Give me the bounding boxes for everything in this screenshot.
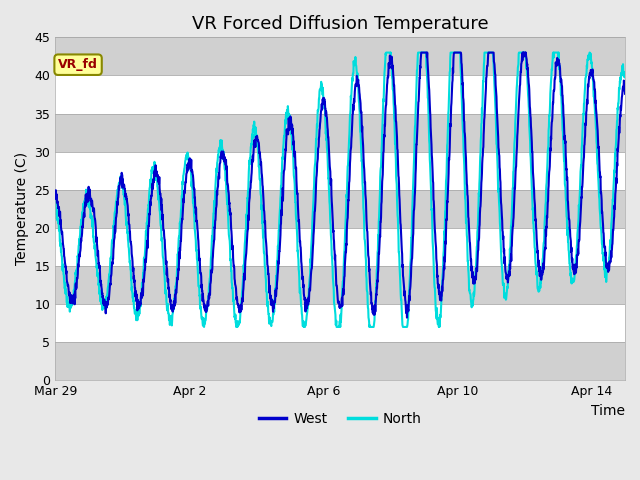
Bar — [55, 228, 625, 266]
North — [621, 74, 629, 80]
Title: VR Forced Diffusion Temperature: VR Forced Diffusion Temperature — [192, 15, 488, 33]
North — [382, 50, 390, 56]
Bar — [55, 304, 625, 342]
Y-axis label: Temperature (C): Temperature (C) — [15, 152, 29, 265]
North — [200, 324, 208, 330]
North — [314, 113, 321, 119]
X-axis label: Time: Time — [591, 404, 625, 418]
West — [403, 315, 411, 321]
Bar — [55, 114, 625, 152]
Line: North: North — [55, 53, 625, 327]
West — [621, 91, 629, 96]
Bar — [55, 37, 625, 75]
Bar — [55, 152, 625, 190]
West — [500, 261, 508, 266]
West — [417, 50, 425, 56]
West — [51, 193, 59, 199]
North — [51, 202, 59, 207]
North — [605, 264, 612, 269]
North — [329, 264, 337, 270]
North — [500, 295, 508, 300]
Bar — [55, 190, 625, 228]
Bar — [55, 75, 625, 114]
Bar — [55, 342, 625, 380]
North — [81, 202, 88, 208]
Bar — [55, 266, 625, 304]
North — [605, 254, 613, 260]
Legend: West, North: West, North — [253, 407, 428, 432]
West — [81, 214, 88, 220]
West — [605, 260, 612, 265]
West — [328, 210, 336, 216]
Line: West: West — [55, 53, 625, 318]
Text: VR_fd: VR_fd — [58, 58, 98, 71]
West — [314, 160, 321, 166]
West — [605, 267, 613, 273]
